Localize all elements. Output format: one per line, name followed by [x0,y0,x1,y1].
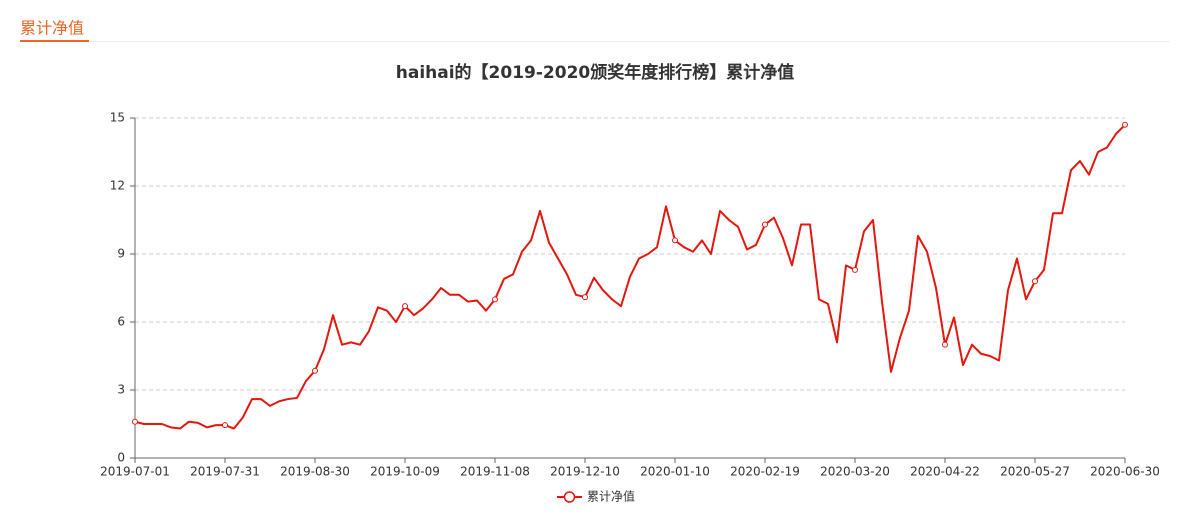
point [852,266,858,273]
point [132,418,138,425]
legend-label: 累计净值 [587,489,635,504]
point [672,237,678,244]
point [582,294,588,301]
point [222,422,228,429]
point [402,303,408,310]
y-tick-label: 9 [117,247,125,261]
y-tick-label: 0 [117,451,125,465]
point [1122,121,1128,128]
point [312,367,318,374]
x-tick-label: 2019-12-10 [550,465,620,479]
x-tick-label: 2020-01-10 [640,465,710,479]
x-tick-label: 2020-03-20 [820,465,890,479]
point [942,341,948,348]
x-tick-label: 2019-10-09 [370,465,440,479]
y-tick-label: 6 [117,315,125,329]
legend-marker [563,491,576,503]
point [762,221,768,228]
point [1032,278,1038,285]
x-tick-label: 2020-05-27 [1000,465,1070,479]
x-tick-label: 2020-02-19 [730,465,800,479]
x-tick-label: 2019-07-01 [100,465,170,479]
line-series [134,124,1126,430]
x-tick-label: 2019-07-31 [190,465,260,479]
y-tick-label: 3 [117,383,125,397]
point [492,296,498,303]
x-tick-label: 2020-04-22 [910,465,980,479]
tab-label[interactable]: 累计净值 [20,19,84,38]
x-tick-label: 2020-06-30 [1090,465,1160,479]
y-tick-label: 12 [110,179,125,193]
y-tick-label: 15 [110,111,125,125]
chart-title: haihai的【2019-2020颁奖年度排行榜】累计净值 [396,62,795,83]
x-tick-label: 2019-11-08 [460,465,530,479]
x-tick-label: 2019-08-30 [280,465,350,479]
